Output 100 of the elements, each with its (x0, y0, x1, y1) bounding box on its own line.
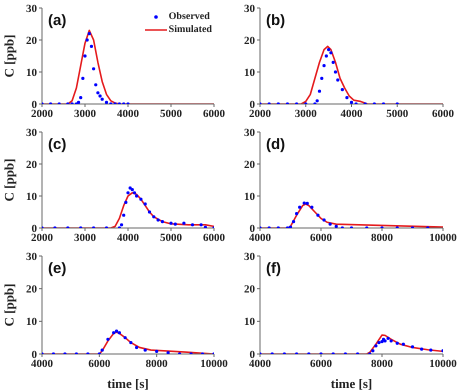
point (332, 60, 335, 64)
point (126, 191, 130, 194)
y-tick-label: 30 (244, 250, 256, 263)
annotation: (b) (266, 12, 286, 29)
point (86, 38, 89, 42)
point (156, 218, 160, 222)
y-tick-label: 20 (26, 284, 38, 296)
point (327, 48, 330, 52)
y-tick-label: 30 (26, 2, 38, 15)
x-tick-label: 6000 (203, 108, 226, 120)
x-tick-label: 6000 (310, 358, 332, 370)
y-tick-label: 20 (26, 158, 38, 171)
x-tick-label: 5000 (386, 108, 409, 120)
x-tick-label: 5000 (160, 108, 182, 120)
point (320, 76, 324, 80)
annotation: (f) (266, 260, 281, 277)
point (182, 222, 186, 225)
x-tick-label: 10000 (429, 232, 458, 244)
point (122, 214, 126, 217)
point (83, 54, 87, 58)
point (130, 188, 134, 192)
x-tick-label: 8000 (371, 232, 394, 244)
point (118, 331, 121, 334)
x-tick-label: 3000 (74, 108, 96, 120)
point (76, 100, 80, 104)
point (98, 94, 102, 98)
point (169, 222, 173, 225)
y-tick-label: 30 (244, 2, 256, 15)
x-tick-label: 4000 (117, 108, 140, 120)
y-tick-label: 10 (244, 316, 256, 328)
point (94, 83, 98, 86)
y-tick-label: 10 (244, 190, 256, 203)
point (144, 202, 147, 206)
point (316, 99, 319, 102)
point (88, 32, 91, 36)
point (135, 346, 138, 350)
point (329, 51, 333, 54)
point (334, 70, 338, 74)
y-tick-label: 20 (244, 284, 256, 296)
point (288, 225, 292, 228)
point (310, 206, 314, 209)
point (100, 98, 104, 101)
y-tick-label: 20 (244, 34, 256, 47)
point (306, 202, 309, 205)
point (174, 222, 177, 226)
point (292, 220, 296, 224)
x-tick-label: 3000 (74, 232, 96, 244)
x-tick-label: 6000 (310, 232, 332, 244)
point (92, 67, 96, 70)
x-tick-label: 4000 (340, 108, 363, 120)
point (124, 336, 127, 340)
point (81, 76, 84, 80)
annotation: (c) (48, 136, 66, 153)
point (302, 201, 306, 205)
point (298, 206, 302, 209)
point (90, 44, 94, 48)
point (129, 340, 132, 344)
x-axis-title: time [s] (330, 376, 372, 391)
point (152, 215, 156, 218)
point (132, 191, 136, 194)
point (124, 200, 128, 204)
x-tick-label: 6000 (432, 108, 454, 120)
point (166, 351, 170, 354)
y-tick-label: 10 (26, 190, 38, 203)
y-axis-title: C [ppb] (2, 158, 16, 202)
x-tick-label: 4000 (117, 232, 140, 244)
point (200, 223, 203, 226)
point (104, 100, 108, 104)
x-axis-title: time [s] (107, 376, 149, 391)
point (350, 100, 354, 104)
x-tick-label: 8000 (371, 358, 394, 370)
point (112, 331, 116, 334)
point (336, 78, 340, 82)
point (155, 350, 158, 353)
y-tick-label: 30 (26, 126, 38, 139)
point (135, 194, 138, 198)
y-tick-label: 20 (244, 158, 256, 171)
y-axis-title: C [ppb] (2, 34, 16, 78)
x-tick-label: 10000 (429, 358, 458, 370)
legend-label: Simulated (168, 23, 212, 36)
y-tick-label: 30 (26, 250, 38, 263)
point (160, 220, 164, 224)
point (148, 210, 152, 214)
point (340, 88, 344, 92)
point (120, 223, 124, 226)
x-tick-label: 6000 (88, 358, 111, 370)
point (190, 223, 194, 226)
point (322, 64, 326, 68)
y-tick-label: 10 (26, 316, 38, 328)
annotation: (d) (266, 136, 286, 153)
point (328, 222, 332, 226)
point (139, 198, 142, 201)
y-tick-label: 20 (26, 34, 38, 47)
x-tick-label: 3000 (294, 108, 318, 120)
point (295, 212, 298, 216)
point (114, 330, 118, 333)
x-tick-label: 5000 (160, 232, 182, 244)
annotation: (a) (48, 12, 66, 29)
y-tick-label: 30 (244, 126, 256, 139)
legend-label: Observed (168, 10, 210, 23)
